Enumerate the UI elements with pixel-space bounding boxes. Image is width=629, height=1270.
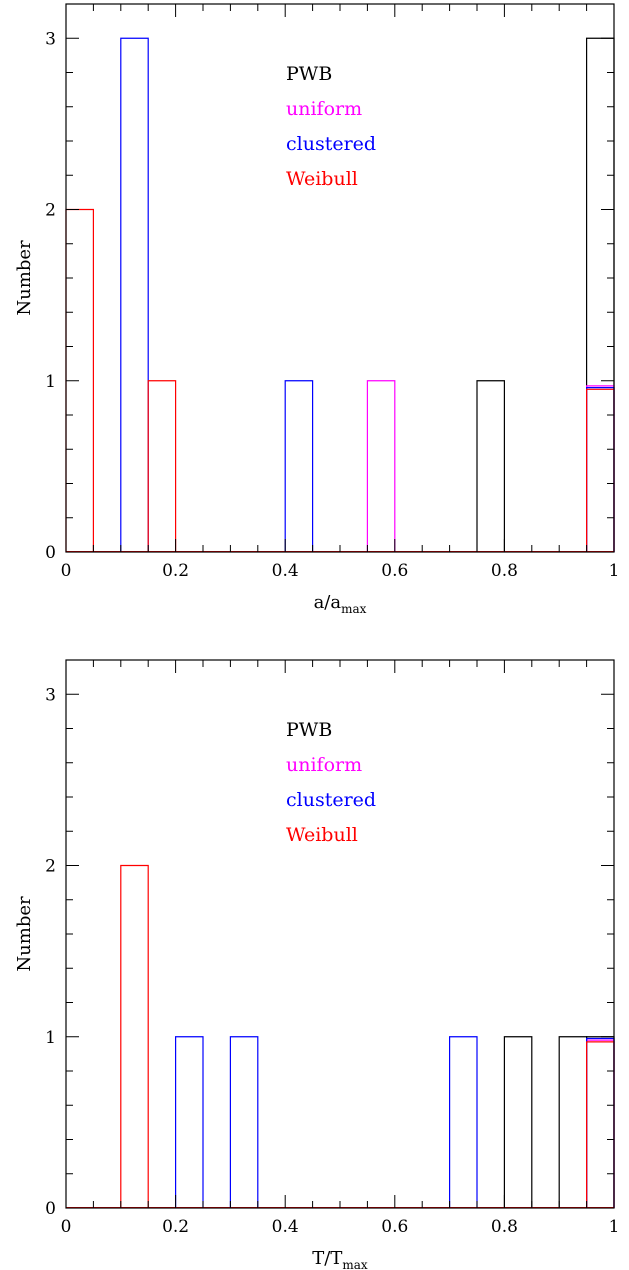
histogram-bar bbox=[120, 37, 149, 552]
y-tick-label: 1 bbox=[45, 372, 56, 392]
x-tick-label: 0.4 bbox=[272, 1217, 299, 1237]
chart-panel-1: 0 0.2 0.4 0.6 0.8 1 0 1 2 3 a/amax Number PWB uniform… bbox=[14, 3, 620, 616]
chart-panel-2: 0 0.2 0.4 0.6 0.8 1 0 1 2 3 T/Tmax Number PWB uniform… bbox=[14, 659, 620, 1270]
legend-entry-clustered: clustered bbox=[286, 789, 376, 811]
x-tick-label: 0.8 bbox=[491, 1217, 518, 1237]
legend-entry-weibull: Weibull bbox=[286, 824, 358, 846]
histogram-bar bbox=[366, 380, 396, 552]
y-tick-label: 2 bbox=[45, 857, 56, 877]
histogram-bar bbox=[284, 380, 314, 552]
y-axis-label: Number bbox=[14, 240, 35, 316]
legend-entry-uniform: uniform bbox=[286, 98, 362, 120]
legend-entry-weibull: Weibull bbox=[286, 168, 358, 190]
y-tick-label: 1 bbox=[45, 1028, 56, 1048]
y-tick-label: 0 bbox=[45, 543, 56, 563]
histogram-bar bbox=[586, 37, 615, 552]
histogram-bar bbox=[175, 1036, 204, 1208]
histogram-bar bbox=[586, 387, 615, 552]
histogram-bar bbox=[229, 1036, 259, 1208]
x-tick-label: 0.6 bbox=[381, 561, 408, 581]
y-tick-label: 2 bbox=[45, 201, 56, 221]
histogram-bar bbox=[586, 1039, 615, 1208]
x-tick-label: 0.2 bbox=[162, 1217, 189, 1237]
histogram-bar bbox=[476, 380, 505, 552]
y-tick-label: 0 bbox=[45, 1199, 56, 1219]
y-axis-label: Number bbox=[14, 896, 35, 972]
x-tick-label: 0 bbox=[61, 561, 72, 581]
y-tick-label: 3 bbox=[45, 29, 56, 49]
histogram-bar bbox=[586, 1037, 615, 1208]
x-tick-label: 0.8 bbox=[491, 561, 518, 581]
legend-entry-clustered: clustered bbox=[286, 133, 376, 155]
x-tick-label: 1 bbox=[609, 561, 620, 581]
histogram-bar bbox=[449, 1036, 478, 1208]
histogram-bar bbox=[147, 380, 177, 552]
histogram-bar bbox=[586, 385, 615, 552]
y-tick-label: 3 bbox=[45, 685, 56, 705]
x-tick-label: 0.6 bbox=[381, 1217, 408, 1237]
histogram-bar bbox=[586, 1036, 615, 1208]
legend-entry-pwb: PWB bbox=[286, 719, 332, 741]
x-tick-label: 0.4 bbox=[272, 561, 299, 581]
x-tick-label: 0 bbox=[61, 1217, 72, 1237]
x-axis-label: T/Tmax bbox=[312, 1248, 368, 1270]
histogram-bar bbox=[586, 388, 615, 552]
x-axis-label: a/amax bbox=[314, 592, 367, 616]
legend-entry-uniform: uniform bbox=[286, 754, 362, 776]
x-tick-label: 1 bbox=[609, 1217, 620, 1237]
histogram-bar bbox=[503, 1036, 533, 1208]
histogram-bar bbox=[586, 1041, 615, 1208]
x-tick-label: 0.2 bbox=[162, 561, 189, 581]
legend-entry-pwb: PWB bbox=[286, 63, 332, 85]
histogram-bar bbox=[120, 864, 149, 1208]
histogram-bar bbox=[558, 1036, 588, 1208]
